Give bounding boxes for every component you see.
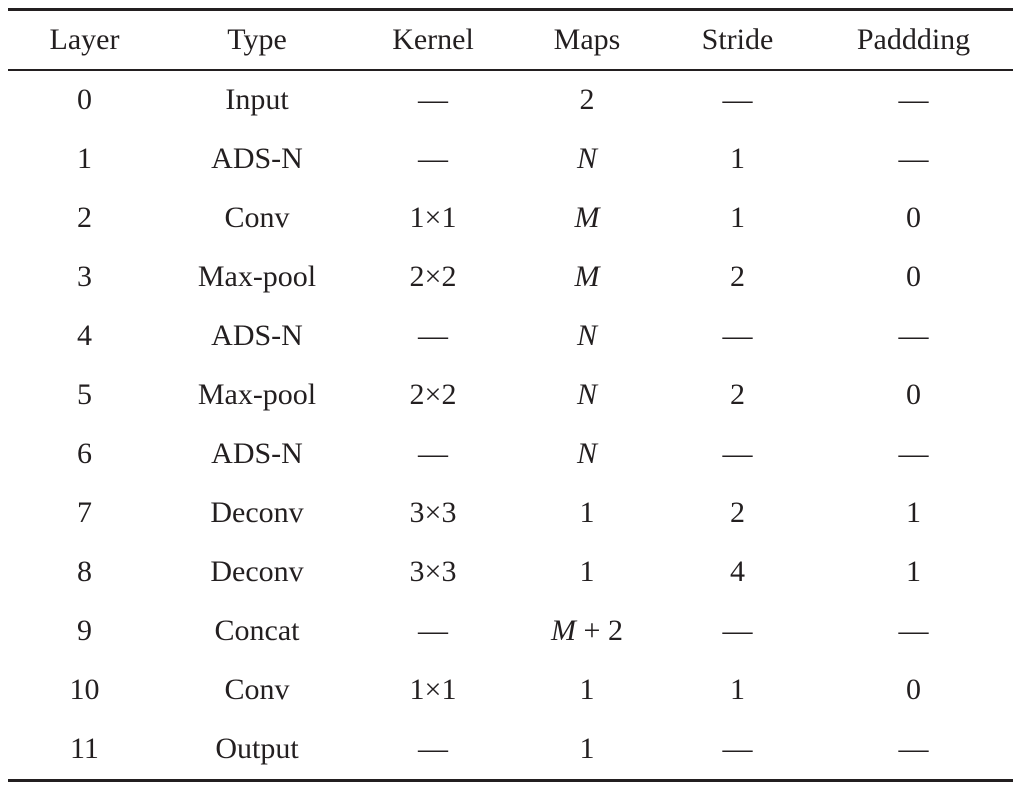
cell-kernel: 1×1	[409, 673, 457, 706]
cell-padding: 0	[906, 260, 921, 293]
table-row: 11 Output — 1 — —	[8, 720, 1013, 779]
cell-stride: 4	[730, 555, 745, 588]
cell-maps: 1	[579, 555, 595, 588]
table-row: 1 ADS-N — N 1 —	[8, 130, 1013, 189]
cell-layer: 2	[77, 201, 92, 234]
cell-type: Concat	[214, 614, 300, 647]
cell-kernel: 3×3	[409, 555, 457, 588]
cell-type: ADS-N	[211, 142, 303, 175]
cell-type: Output	[215, 732, 299, 765]
header-layer: Layer	[49, 23, 120, 56]
cell-padding: 0	[906, 378, 921, 411]
cell-layer: 3	[77, 260, 92, 293]
table-row: 9 Concat — M + 2 — —	[8, 602, 1013, 661]
cell-padding: —	[898, 614, 929, 647]
cell-stride: 1	[730, 142, 745, 175]
cell-padding: 0	[906, 673, 921, 706]
cell-type: Deconv	[210, 555, 304, 588]
cell-stride: —	[722, 319, 753, 352]
cell-kernel: —	[418, 614, 448, 647]
cell-layer: 6	[77, 437, 92, 470]
cell-stride: 1	[730, 201, 745, 234]
bottom-rule	[8, 778, 1013, 782]
table-row: 0 Input — 2 — —	[8, 71, 1013, 130]
cell-kernel: —	[418, 142, 448, 175]
cell-maps: M	[574, 201, 600, 234]
cell-type: Max-pool	[197, 260, 317, 293]
header-maps: Maps	[553, 23, 621, 56]
cell-padding: —	[898, 319, 929, 352]
cell-layer: 8	[77, 555, 92, 588]
cell-kernel: —	[418, 83, 448, 116]
table-row: 6 ADS-N — N — —	[8, 425, 1013, 484]
cell-padding: 1	[906, 555, 921, 588]
cell-padding: —	[898, 142, 929, 175]
header-rule	[8, 69, 1013, 71]
cell-maps: 1	[579, 732, 595, 765]
header-stride: Stride	[701, 23, 774, 56]
cell-type: ADS-N	[211, 437, 303, 470]
table-row: 4 ADS-N — N — —	[8, 307, 1013, 366]
cell-stride: 2	[730, 496, 745, 529]
cell-kernel: —	[418, 732, 448, 765]
cell-layer: 4	[77, 319, 92, 352]
layer-table-body: 0 Input —2— —1 ADS-N — N 1—2 Conv 1×1 M 1 0 3 Max-pool…	[8, 71, 1013, 779]
cell-type: Conv	[224, 201, 290, 234]
cell-padding: —	[898, 437, 929, 470]
header-kernel: Kernel	[392, 23, 474, 56]
cell-kernel: —	[418, 437, 448, 470]
cell-padding: —	[898, 732, 929, 765]
cell-layer: 1	[77, 142, 92, 175]
table-row: 2 Conv 1×1 M 1 0	[8, 189, 1013, 248]
table-row: 7 Deconv 3×3 1 2 1	[8, 484, 1013, 543]
layer-table-grid: Layer Type Kernel Maps Stride Paddding	[8, 11, 1013, 69]
cell-stride: —	[722, 732, 753, 765]
layer-table: Layer Type Kernel Maps Stride Paddding 0…	[8, 8, 1013, 782]
cell-maps: N	[576, 319, 597, 352]
cell-layer: 11	[70, 732, 99, 765]
cell-type: Input	[225, 83, 289, 116]
header-type: Type	[227, 23, 287, 56]
cell-maps: M + 2	[551, 614, 623, 647]
cell-kernel: 3×3	[409, 496, 457, 529]
cell-type: ADS-N	[211, 319, 303, 352]
cell-layer: 10	[69, 673, 100, 706]
cell-maps: M	[574, 260, 600, 293]
cell-maps: N	[576, 437, 597, 470]
cell-type: Max-pool	[197, 378, 317, 411]
cell-kernel: 2×2	[409, 260, 457, 293]
cell-maps: N	[576, 378, 597, 411]
cell-kernel: —	[418, 319, 448, 352]
table-header: Layer Type Kernel Maps Stride Paddding	[8, 11, 1013, 69]
cell-stride: 2	[730, 260, 745, 293]
cell-type: Deconv	[210, 496, 304, 529]
cell-maps: 1	[579, 496, 595, 529]
cell-stride: 2	[730, 378, 745, 411]
cell-maps: 2	[579, 83, 595, 116]
header-padding: Paddding	[856, 23, 971, 56]
cell-padding: 1	[906, 496, 921, 529]
cell-padding: —	[898, 83, 929, 116]
cell-stride: —	[722, 614, 753, 647]
cell-kernel: 2×2	[409, 378, 457, 411]
cell-layer: 7	[77, 496, 92, 529]
cell-type: Conv	[224, 673, 290, 706]
cell-stride: —	[722, 437, 753, 470]
cell-layer: 9	[77, 614, 92, 647]
cell-stride: 1	[730, 673, 745, 706]
cell-maps: N	[576, 142, 597, 175]
table-row: 8 Deconv 3×3 1 4 1	[8, 543, 1013, 602]
top-rule	[8, 8, 1013, 11]
table-row: 10 Conv 1×1 1 1 0	[8, 661, 1013, 720]
cell-maps: 1	[579, 673, 595, 706]
header-row: Layer Type Kernel Maps Stride Paddding	[8, 11, 1013, 69]
cell-stride: —	[722, 83, 753, 116]
table-row: 5 Max-pool 2×2 N 2 0	[8, 366, 1013, 425]
cell-padding: 0	[906, 201, 921, 234]
table-body: 0 Input —2— —1 ADS-N — N 1—2 Conv 1×1 M 1 0 3 Max-pool…	[8, 71, 1013, 779]
cell-layer: 5	[77, 378, 92, 411]
cell-kernel: 1×1	[409, 201, 457, 234]
table-row: 3 Max-pool 2×2 M 2 0	[8, 248, 1013, 307]
cell-layer: 0	[77, 83, 92, 116]
